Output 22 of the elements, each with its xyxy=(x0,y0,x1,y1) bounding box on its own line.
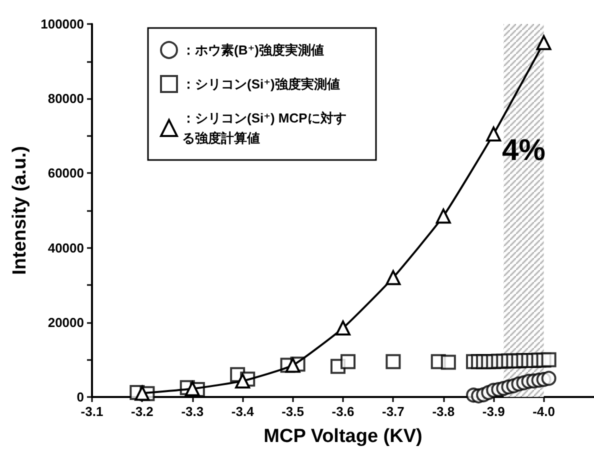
legend-label: ：シリコン(Si⁺) MCPに対する強度計算値 xyxy=(182,110,346,146)
x-tick-label: -3.9 xyxy=(482,404,505,419)
x-tick-label: -3.7 xyxy=(382,404,404,419)
y-tick-label: 20000 xyxy=(48,314,84,330)
x-tick-label: -3.5 xyxy=(282,404,304,419)
x-tick-label: -3.4 xyxy=(231,404,255,419)
x-tick-label: -3.3 xyxy=(181,404,204,419)
y-tick-label: 100000 xyxy=(40,16,84,32)
x-tick-label: -3.8 xyxy=(432,404,455,419)
x-tick-label: -3.1 xyxy=(80,404,104,419)
y-tick-label: 0 xyxy=(76,390,84,404)
y-tick-label: 80000 xyxy=(48,91,84,106)
legend-label: ：ホウ素(B⁺)強度実測値 xyxy=(182,42,324,58)
band-label: 4% xyxy=(502,134,546,167)
y-tick-label: 40000 xyxy=(48,240,84,256)
x-tick-label: -4.0 xyxy=(532,404,556,419)
x-tick-label: -3.2 xyxy=(130,404,154,419)
x-axis-title: MCP Voltage (KV) xyxy=(264,426,422,447)
y-tick-label: 60000 xyxy=(48,166,84,181)
x-tick-label: -3.6 xyxy=(332,404,354,419)
legend-label: ：シリコン(Si⁺)強度実測値 xyxy=(182,76,340,92)
y-axis-title: Intensity (a.u.) xyxy=(10,146,31,275)
